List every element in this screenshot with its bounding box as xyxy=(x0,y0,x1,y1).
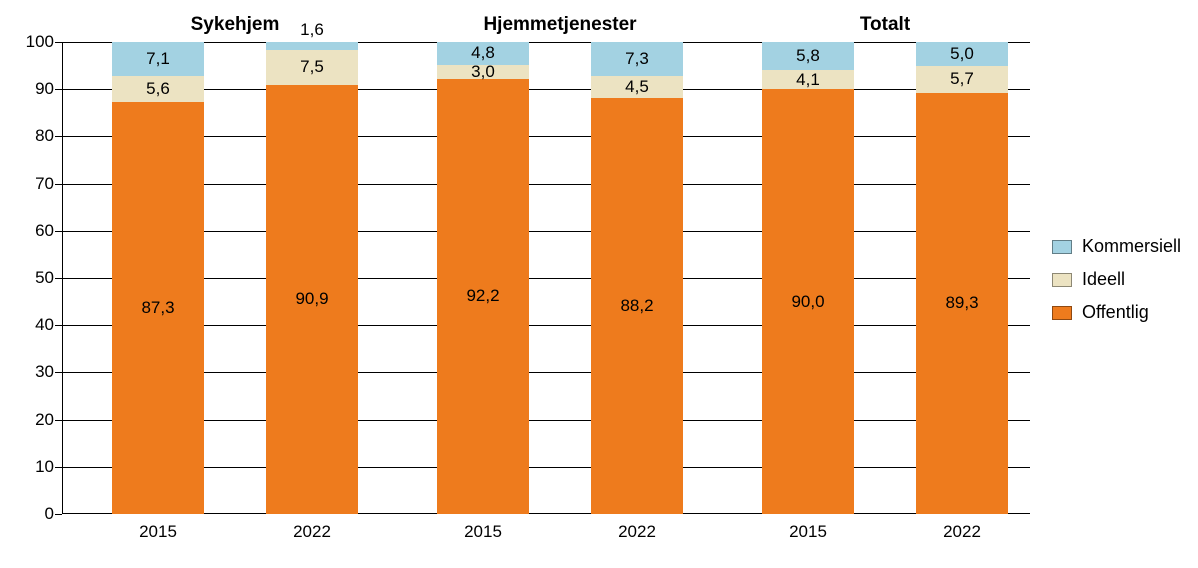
y-tick-label: 0 xyxy=(45,504,54,524)
value-label-offentlig: 90,0 xyxy=(791,292,824,312)
gridline xyxy=(62,184,1030,185)
legend-item-offentlig: Offentlig xyxy=(1052,302,1181,323)
y-tick-mark xyxy=(55,514,62,515)
legend-item-kommersiell: Kommersiell xyxy=(1052,236,1181,257)
group-title: Totalt xyxy=(860,14,910,36)
y-tick-mark xyxy=(55,89,62,90)
gridline xyxy=(62,89,1030,90)
x-tick-label: 2022 xyxy=(943,522,981,542)
value-label-ideell: 3,0 xyxy=(471,62,495,82)
gridline xyxy=(62,231,1030,232)
gridline xyxy=(62,372,1030,373)
gridline xyxy=(62,325,1030,326)
y-tick-label: 10 xyxy=(35,457,54,477)
y-tick-label: 80 xyxy=(35,126,54,146)
value-label-ideell: 4,5 xyxy=(625,77,649,97)
y-tick-label: 40 xyxy=(35,315,54,335)
value-label-kommersiell: 7,1 xyxy=(146,49,170,69)
legend-item-ideell: Ideell xyxy=(1052,269,1181,290)
y-tick-mark xyxy=(55,42,62,43)
legend-label: Offentlig xyxy=(1082,302,1149,323)
y-tick-label: 90 xyxy=(35,79,54,99)
y-tick-mark xyxy=(55,136,62,137)
value-label-ideell: 5,6 xyxy=(146,79,170,99)
gridline xyxy=(62,467,1030,468)
legend-swatch xyxy=(1052,273,1072,287)
gridline xyxy=(62,136,1030,137)
legend: Kommersiell Ideell Offentlig xyxy=(1052,236,1181,323)
stacked-bar-chart: 0 10 20 30 40 50 60 70 80 90 100 Sykehjem 87,3 5,6 7,1… xyxy=(0,0,1198,568)
value-label-offentlig: 90,9 xyxy=(295,289,328,309)
value-label-kommersiell: 7,3 xyxy=(625,49,649,69)
legend-label: Ideell xyxy=(1082,269,1125,290)
y-tick-label: 30 xyxy=(35,362,54,382)
bar: 90,97,51,6 xyxy=(266,42,358,514)
x-tick-label: 2015 xyxy=(139,522,177,542)
legend-swatch xyxy=(1052,306,1072,320)
y-tick-label: 20 xyxy=(35,410,54,430)
x-tick-label: 2015 xyxy=(789,522,827,542)
value-label-kommersiell: 5,0 xyxy=(950,44,974,64)
bar: 92,2 3,04,8 xyxy=(437,42,529,514)
y-tick-mark xyxy=(55,420,62,421)
y-tick-label: 50 xyxy=(35,268,54,288)
bar: 90,0 4,1 5,8 xyxy=(762,42,854,514)
value-label-ideell: 5,7 xyxy=(950,69,974,89)
y-tick-mark xyxy=(55,372,62,373)
value-label-ideell: 4,1 xyxy=(796,70,820,90)
y-tick-mark xyxy=(55,325,62,326)
value-label-kommersiell: 5,8 xyxy=(796,46,820,66)
value-label-offentlig: 89,3 xyxy=(945,293,978,313)
value-label-offentlig: 87,3 xyxy=(141,298,174,318)
x-tick-label: 2022 xyxy=(618,522,656,542)
gridline xyxy=(62,420,1030,421)
x-tick-label: 2022 xyxy=(293,522,331,542)
bar: 88,2 4,5 7,3 xyxy=(591,42,683,514)
y-axis xyxy=(62,42,63,514)
y-tick-label: 100 xyxy=(26,32,54,52)
bar: 89,3 5,7 5,0 xyxy=(916,42,1008,514)
group-title: Sykehjem xyxy=(191,14,280,36)
y-tick-mark xyxy=(55,467,62,468)
gridline xyxy=(62,278,1030,279)
legend-swatch xyxy=(1052,240,1072,254)
y-tick-mark xyxy=(55,184,62,185)
group-title: Hjemmetjenester xyxy=(483,14,636,36)
x-axis xyxy=(62,513,1030,514)
plot-area: 0102030405060708090100Sykehjem87,35,67,1… xyxy=(62,42,1030,514)
legend-label: Kommersiell xyxy=(1082,236,1181,257)
bar-segment-kommersiell xyxy=(266,42,358,50)
value-label-kommersiell: 1,6 xyxy=(300,20,324,40)
x-tick-label: 2015 xyxy=(464,522,502,542)
y-tick-mark xyxy=(55,278,62,279)
value-label-ideell: 7,5 xyxy=(300,57,324,77)
bar: 87,3 5,6 7,1 xyxy=(112,42,204,514)
value-label-offentlig: 92,2 xyxy=(466,286,499,306)
gridline xyxy=(62,42,1030,43)
y-tick-mark xyxy=(55,231,62,232)
y-tick-label: 60 xyxy=(35,221,54,241)
value-label-kommersiell: 4,8 xyxy=(471,43,495,63)
y-tick-label: 70 xyxy=(35,174,54,194)
value-label-offentlig: 88,2 xyxy=(620,296,653,316)
